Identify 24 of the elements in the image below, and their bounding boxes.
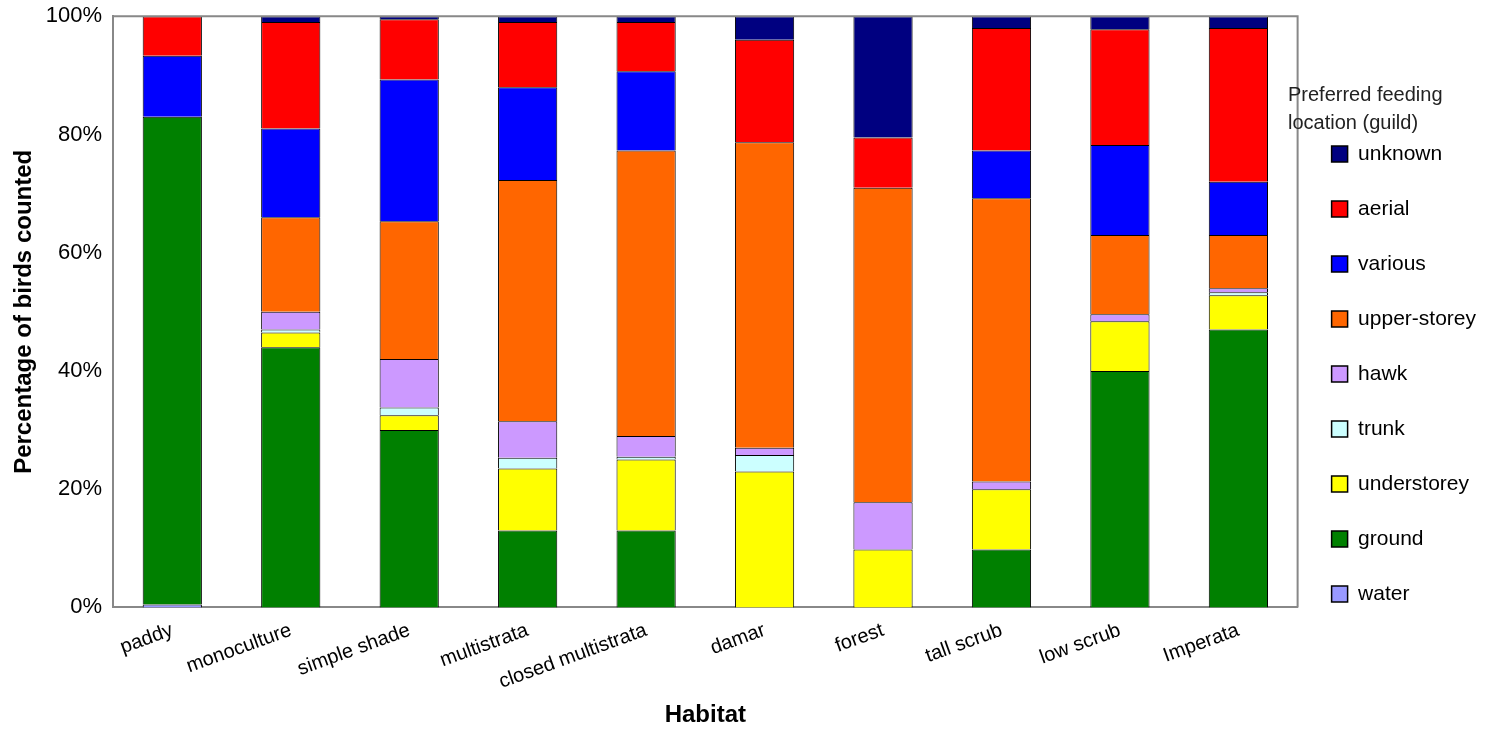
x-axis-title: Habitat	[664, 700, 747, 728]
legend-label: ground	[1358, 525, 1424, 549]
y-tick-label: 0%	[70, 593, 103, 619]
legend-label: various	[1358, 250, 1426, 274]
y-tick-label: 60%	[58, 238, 103, 264]
y-axis-title: Percentage of birds counted	[9, 149, 37, 474]
x-tick-label: forest	[831, 617, 887, 656]
y-tick-label: 40%	[58, 357, 103, 382]
legend-label: upper-storey	[1358, 305, 1477, 329]
x-tick-label: low scrub	[1036, 617, 1124, 668]
x-tick-label: simple shade	[294, 617, 413, 679]
legend-title: Preferred feeding location (guild)	[1288, 82, 1444, 135]
legend-label: hawk	[1358, 360, 1408, 384]
x-tick-label: paddy	[116, 617, 176, 658]
legend-label: trunk	[1358, 415, 1406, 439]
legend-label: unknown	[1358, 140, 1443, 164]
legend-label: water	[1357, 580, 1410, 604]
x-tick-label: tall scrub	[922, 617, 1005, 667]
y-tick-label: 80%	[58, 120, 103, 146]
legend-label: aerial	[1358, 195, 1410, 219]
y-tick-label: 20%	[58, 475, 103, 501]
y-tick-label: 100%	[45, 2, 103, 28]
legend-label: understorey	[1358, 470, 1470, 494]
x-tick-label: damar	[707, 617, 769, 659]
